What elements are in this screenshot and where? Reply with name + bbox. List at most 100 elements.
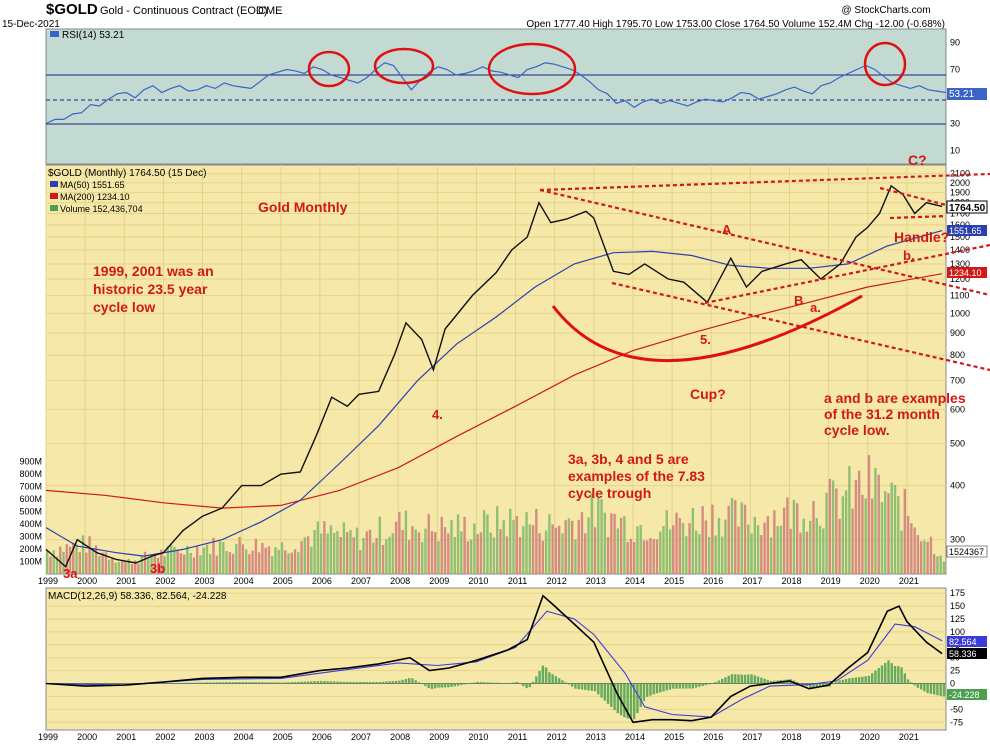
macd-hist-bar: [544, 667, 548, 684]
volume-bar: [535, 508, 538, 574]
volume-bar: [417, 532, 421, 574]
year-tick-label: 2009: [429, 732, 449, 742]
year-tick-label: 2013: [586, 576, 606, 586]
annotation-label-5: 5.: [700, 332, 711, 347]
macd-hist-bar: [205, 682, 209, 684]
volume-bar: [107, 559, 111, 574]
macd-hist-bar: [274, 682, 277, 684]
volume-bar: [841, 496, 845, 574]
volume-bar: [557, 525, 561, 574]
macd-hist-bar: [228, 682, 232, 684]
year-tick-label: 2010: [468, 732, 488, 742]
price-tick-label: 400: [950, 481, 965, 491]
year-tick-label: 2005: [273, 732, 293, 742]
macd-hist-bar: [809, 683, 812, 688]
macd-hist-bar: [476, 681, 479, 684]
year-tick-label: 2001: [116, 732, 136, 742]
volume-bar: [721, 536, 724, 574]
volume-bar: [456, 514, 460, 574]
volume-bar: [163, 556, 166, 574]
volume-bar: [329, 525, 333, 574]
macd-hist-bar: [584, 683, 587, 690]
volume-bar: [280, 542, 284, 574]
macd-hist-bar: [359, 681, 362, 684]
volume-bar: [332, 533, 336, 574]
volume-bar: [838, 518, 841, 574]
macd-hist-bar: [372, 681, 375, 684]
macd-hist-bar: [502, 683, 505, 684]
volume-bar: [101, 552, 104, 574]
volume-bar: [623, 515, 626, 574]
x-axis-bottom: 1999 2000 2001 2002 2003 2004 2005 2006 2007 2008…: [38, 732, 919, 742]
year-tick-label: 2018: [781, 576, 801, 586]
macd-hist-bar: [473, 682, 476, 684]
volume-bar: [381, 545, 385, 574]
volume-bar: [182, 554, 186, 574]
macd-hist-bar: [913, 683, 916, 686]
macd-hist-bar: [893, 666, 897, 684]
volume-bar: [515, 516, 518, 574]
quote-line: Open 1777.40 High 1795.70 Low 1753.00 Cl…: [526, 19, 945, 30]
annotation-label-cup: Cup?: [690, 386, 726, 402]
volume-bar: [150, 556, 153, 574]
cup-arc: [551, 294, 863, 362]
volume-bar: [316, 521, 320, 574]
rsi-legend-swatch: [50, 31, 59, 37]
macd-hist-bar: [554, 676, 558, 684]
macd-label: MACD(12,26,9) 58.336, 82.564, -24.228: [48, 591, 227, 602]
macd-hist-bar: [339, 681, 342, 684]
volume-bar: [854, 480, 858, 574]
volume-bar: [385, 539, 388, 574]
macd-hist-bar: [163, 683, 166, 684]
ma200-value-label: 1234.10: [949, 268, 982, 278]
macd-hist-bar: [515, 681, 518, 684]
year-tick-label: 2002: [155, 576, 175, 586]
macd-hist-bar: [414, 680, 417, 684]
macd-hist-bar: [499, 682, 502, 684]
volume-bar: [698, 534, 701, 574]
volume-bar: [864, 498, 867, 574]
macd-hist-bar: [329, 681, 333, 684]
volume-bar: [209, 553, 212, 574]
year-tick-label: 2012: [547, 732, 567, 742]
ma200-swatch: [50, 193, 58, 199]
year-tick-label: 2001: [116, 576, 136, 586]
macd-hist-bar: [639, 683, 642, 708]
volume-bar: [619, 517, 623, 574]
volume-bar: [323, 521, 326, 574]
macd-hist-bar: [277, 682, 280, 684]
annotation-label-B: B: [794, 293, 803, 308]
macd-panel: 1751501251007550250-25-50-75 MACD(12,26,…: [45, 587, 987, 731]
macd-hist-bar: [319, 680, 323, 684]
volume-bar: [427, 513, 430, 574]
volume-bar: [300, 541, 303, 574]
macd-hist-bar: [799, 683, 802, 684]
macd-hist-bar: [427, 683, 430, 689]
macd-hist-bar: [398, 680, 401, 684]
volume-bar: [65, 544, 68, 574]
annotation-label-3a: 3a: [63, 566, 78, 581]
volume-bar: [231, 553, 235, 574]
macd-hist-bar: [538, 671, 541, 684]
macd-hist-bar: [222, 682, 225, 684]
rsi-highlight-circle-2006: [307, 50, 351, 88]
volume-bar: [254, 538, 258, 574]
volume-bar: [192, 557, 196, 574]
volume-bar: [571, 520, 574, 574]
volume-bar: [884, 491, 887, 574]
chart-date: 15-Dec-2021: [2, 19, 60, 30]
macd-hist-bar: [293, 681, 297, 684]
ma50-value-label: 1551.65: [949, 226, 982, 236]
macd-hist-bar: [551, 674, 554, 684]
volume-tick-label: 700M: [19, 481, 42, 491]
volume-bar: [202, 547, 205, 574]
macd-hist-bar: [202, 682, 205, 684]
volume-bar: [743, 504, 747, 574]
annotation-label-4: 4.: [432, 407, 443, 422]
year-tick-label: 2013: [586, 732, 606, 742]
volume-bar: [665, 510, 668, 574]
volume-bar: [156, 557, 160, 574]
volume-bar: [251, 550, 254, 574]
symbol: $GOLD: [46, 1, 98, 18]
macd-hist-bar: [169, 683, 173, 684]
